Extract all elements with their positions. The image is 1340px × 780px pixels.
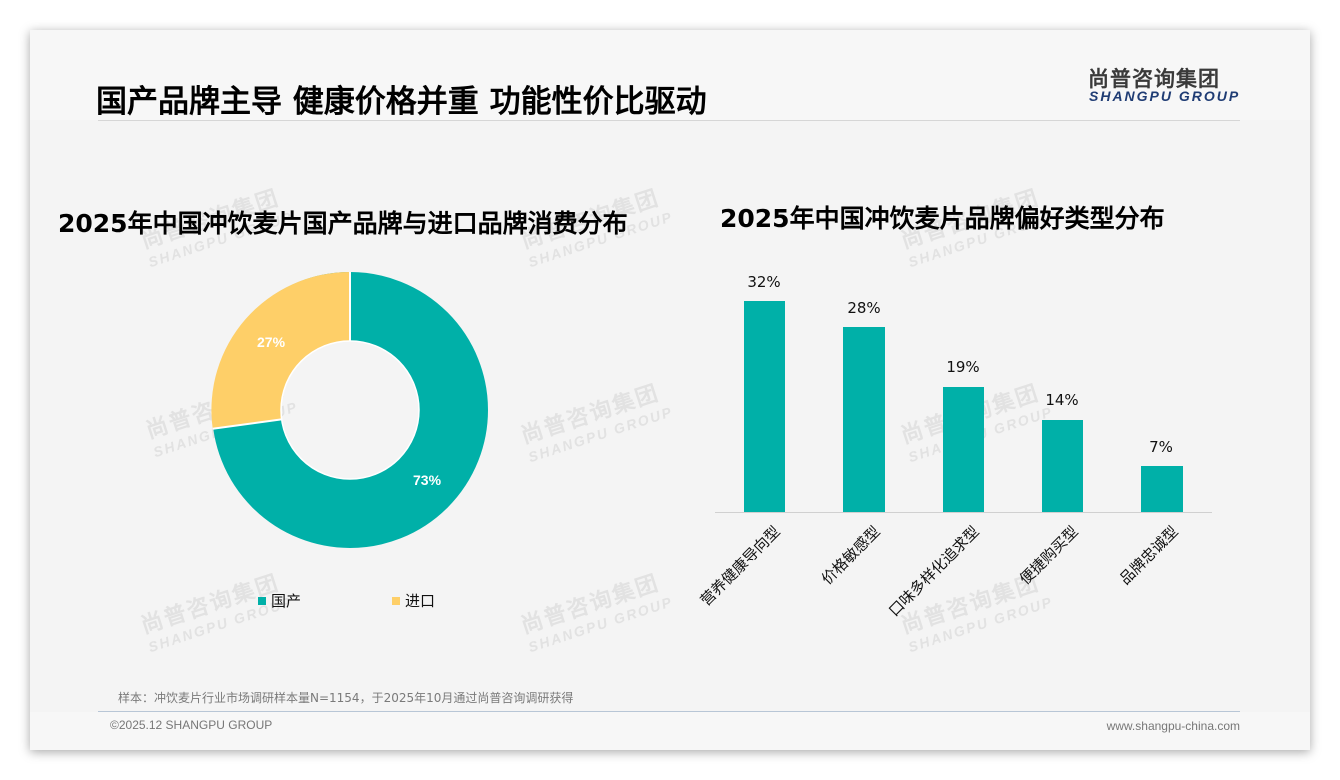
bar-chart-title: 2025年中国冲饮麦片品牌偏好类型分布 [720, 204, 1165, 233]
website-link[interactable]: www.shangpu-china.com [1106, 719, 1240, 733]
legend-item-domestic: 国产 [258, 590, 301, 611]
donut-chart-title: 2025年中国冲饮麦片国产品牌与进口品牌消费分布 [58, 209, 628, 238]
bar-price-sensitive [843, 327, 885, 512]
footer-divider [98, 711, 1240, 712]
legend-swatch-teal [258, 596, 266, 605]
bar-brand-loyalty [1141, 466, 1183, 512]
x-axis-label: 口味多样化追求型 [885, 522, 983, 621]
donut-chart: 27% 73% [210, 270, 490, 550]
sample-footnote: 样本：冲饮麦片行业市场调研样本量N=1154，于2025年10月通过尚普咨询调研… [118, 691, 574, 705]
slide: 尚普咨询集团 SHANGPU GROUP 尚普咨询集团 SHANGPU GROUP … [30, 30, 1310, 750]
legend-label: 进口 [405, 592, 436, 610]
logo-chinese: 尚普咨询集团 [1088, 67, 1220, 91]
donut-svg [211, 271, 488, 548]
donut-label-import: 27% [257, 334, 286, 350]
slice-separator [212, 418, 282, 430]
bar-flavor-variety [943, 387, 984, 512]
donut-label-domestic: 73% [413, 472, 442, 488]
footer-band [30, 712, 1310, 750]
header-band [30, 30, 1310, 120]
x-axis-line [715, 512, 1212, 513]
bar-value: 7% [1149, 438, 1173, 456]
bar-value: 14% [1045, 391, 1079, 409]
legend-swatch-yellow [392, 596, 400, 605]
page-title: 国产品牌主导 健康价格并重 功能性价比驱动 [96, 84, 707, 120]
x-axis-label: 便捷购买型 [1015, 522, 1082, 589]
bar-nutrition-health [744, 301, 785, 512]
bar-value: 19% [946, 358, 980, 376]
legend-item-import: 进口 [392, 590, 435, 611]
copyright: ©2025.12 SHANGPU GROUP [110, 718, 273, 732]
legend-label: 国产 [271, 592, 302, 610]
bar-value: 32% [747, 273, 781, 291]
x-axis-label: 营养健康导向型 [696, 522, 784, 610]
logo-english: SHANGPU GROUP [1089, 88, 1241, 104]
x-axis-label: 品牌忠诚型 [1115, 522, 1182, 589]
donut-slice-import [211, 271, 350, 429]
donut-inner-border [280, 340, 420, 480]
bar-convenience [1042, 420, 1083, 512]
bar-value: 28% [847, 299, 881, 317]
x-axis-label: 价格敏感型 [817, 522, 884, 589]
title-divider [98, 120, 1240, 121]
